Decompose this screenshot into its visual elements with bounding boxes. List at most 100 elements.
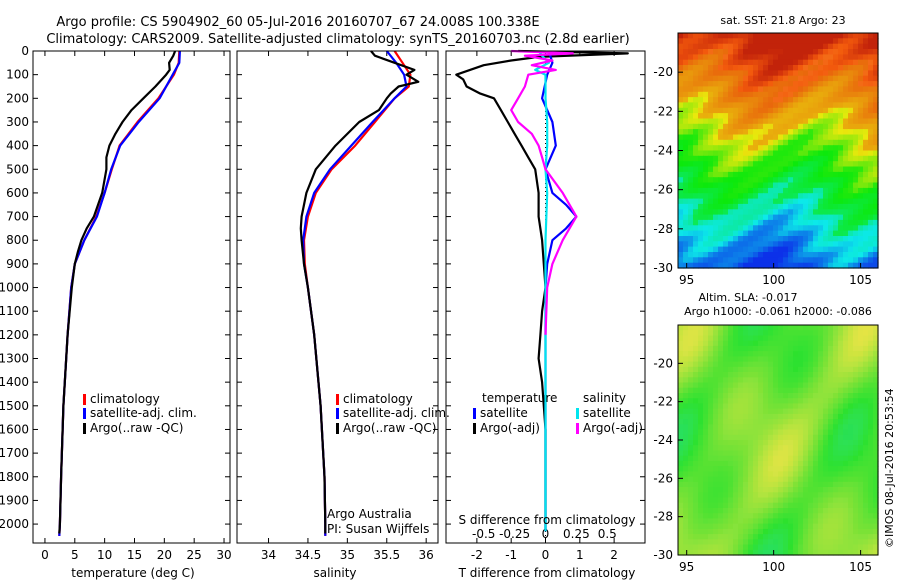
map-cell (783, 118, 789, 125)
map-cell (693, 214, 699, 221)
map-cell (798, 487, 804, 493)
map-cell (738, 429, 744, 436)
map-cell (858, 123, 864, 130)
map-cell (733, 236, 739, 242)
map-cell (683, 182, 689, 189)
map-cell (763, 91, 769, 98)
map-cell (833, 434, 839, 441)
map-cell (748, 161, 754, 168)
map-cell (828, 534, 834, 540)
map-cell (703, 118, 709, 125)
map-cell (813, 340, 819, 347)
map-cell (788, 429, 794, 436)
map-cell (848, 429, 854, 436)
map-cell (733, 49, 739, 55)
x-tick-label: 25 (187, 548, 202, 562)
map-cell (743, 403, 749, 410)
title-line-1: Argo profile: CS 5904902_60 05-Jul-2016 … (56, 15, 539, 30)
map-cell (783, 113, 789, 119)
map-cell (713, 59, 719, 66)
map-cell (818, 528, 824, 535)
map-cell (713, 102, 719, 109)
map-cell (703, 155, 709, 162)
map-cell (733, 81, 739, 87)
map-cell (773, 387, 779, 394)
y-tick-label: 900 (6, 257, 29, 271)
map-cell (848, 97, 854, 103)
map-cell (733, 361, 739, 368)
map-cell (863, 241, 869, 248)
map-cell (808, 424, 814, 431)
map-cell (748, 187, 754, 194)
map-cell (828, 440, 834, 446)
map-cell (738, 372, 744, 378)
map-cell (843, 455, 849, 462)
xlabel-t-difference: T difference from climatology (458, 566, 636, 580)
map-cell (733, 351, 739, 357)
map-cell (678, 118, 684, 125)
map-cell (723, 487, 729, 493)
map-cell (778, 102, 784, 109)
map-cell (778, 398, 784, 404)
map-cell (793, 145, 799, 152)
map-cell (818, 75, 824, 82)
map-cell (833, 450, 839, 457)
map-cell (743, 450, 749, 457)
map-cell (808, 497, 814, 504)
map-cell (808, 434, 814, 441)
map-cell (723, 528, 729, 535)
map-cell (808, 139, 814, 146)
map-cell (688, 377, 694, 384)
map-cell (718, 43, 724, 50)
map-cell (778, 75, 784, 82)
map-cell (723, 113, 729, 119)
map-cell (843, 424, 849, 431)
map-cell (743, 330, 749, 336)
map-cell (748, 544, 754, 551)
map-cell (783, 440, 789, 446)
map-cell (808, 102, 814, 109)
map-cell (743, 487, 749, 493)
map-cell (733, 518, 739, 525)
map-cell (718, 102, 724, 109)
map-cell (728, 113, 734, 119)
map-cell (793, 257, 799, 264)
map-cell (778, 241, 784, 248)
map-cell (808, 345, 814, 352)
map-cell (793, 81, 799, 87)
map-cell (833, 455, 839, 462)
map-cell (818, 502, 824, 509)
map-cell (823, 70, 829, 77)
map-cell (853, 403, 859, 410)
map-cell (873, 123, 879, 130)
map-cell (678, 325, 684, 331)
map-cell (863, 54, 869, 61)
map-cell (683, 455, 689, 462)
map-cell (678, 257, 684, 264)
map-cell (753, 476, 759, 483)
map-cell (823, 476, 829, 483)
map-cell (838, 166, 844, 173)
map-cell (713, 434, 719, 441)
map-x-tick-label: 105 (849, 273, 872, 287)
map-cell (818, 252, 824, 258)
map-cell (868, 187, 874, 194)
map-cell (808, 225, 814, 232)
map-cell (848, 325, 854, 331)
map-cell (783, 209, 789, 216)
map-cell (733, 325, 739, 331)
map-cell (798, 225, 804, 232)
map-cell (698, 91, 704, 98)
map-cell (828, 361, 834, 368)
map-cell (693, 86, 699, 93)
map-cell (808, 356, 814, 363)
map-cell (773, 236, 779, 242)
map-cell (813, 33, 819, 39)
map-cell (693, 65, 699, 71)
map-cell (873, 513, 879, 519)
map-cell (718, 59, 724, 66)
map-cell (783, 155, 789, 162)
map-cell (798, 236, 804, 242)
map-cell (703, 330, 709, 336)
map-cell (753, 230, 759, 237)
